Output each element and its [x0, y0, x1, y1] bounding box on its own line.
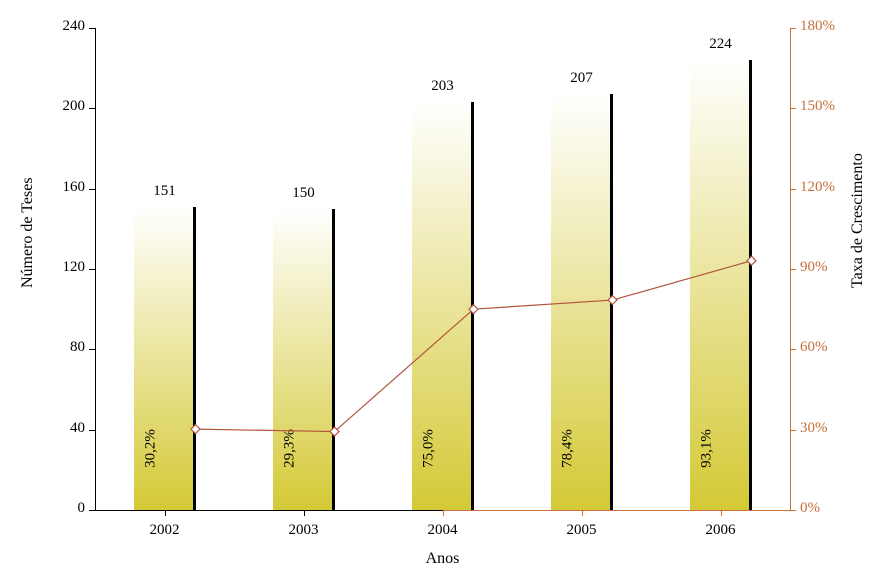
- growth-line-path: [196, 261, 752, 432]
- teses-crescimento-chart: 040801201602002400%30%60%90%120%150%180%…: [0, 0, 886, 578]
- line-marker-diamond: [747, 256, 756, 265]
- x-axis-title: Anos: [403, 550, 483, 568]
- line-marker-diamond: [608, 296, 617, 305]
- y-left-axis-title: Número de Teses: [19, 248, 37, 288]
- y-right-axis-title: Taxa de Crescimento: [849, 248, 867, 288]
- growth-line: [0, 0, 886, 578]
- line-marker-diamond: [191, 425, 200, 434]
